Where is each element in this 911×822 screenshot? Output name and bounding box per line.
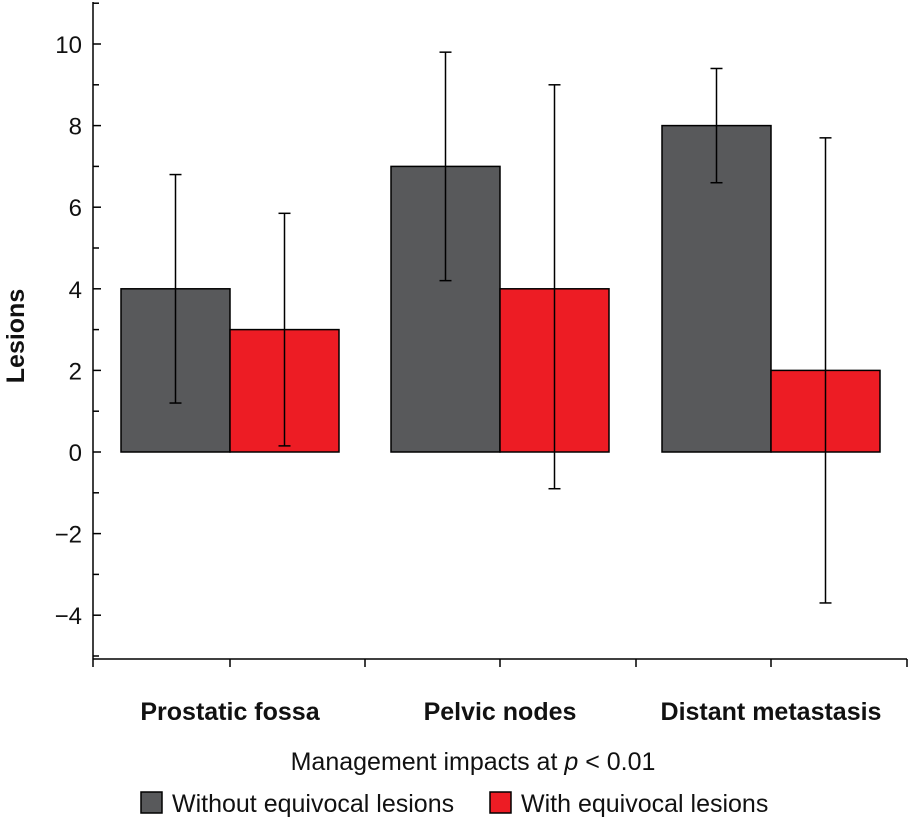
x-axis-title-prefix: Management impacts at [291,748,565,776]
bars [120,124,881,453]
y-tick-label: 10 [55,32,82,59]
x-category-label: Pelvic nodes [424,698,577,726]
y-tick-label: 2 [69,358,82,385]
x-category-label: Distant metastasis [661,698,882,726]
y-tick-label: −4 [55,603,82,630]
x-axis-title: Management impacts at p < 0.01 [291,748,656,776]
y-tick-label: 0 [69,440,82,467]
legend: Without equivocal lesions With equivocal… [140,790,768,818]
x-axis-title-variable: p [563,748,578,776]
x-axis-ticks [92,659,908,667]
y-axis-ticks [93,2,101,657]
y-axis-tick-labels: 10 8 6 4 2 0 −2 −4 [55,32,82,630]
y-tick-label: −2 [55,522,82,549]
error-bars [169,51,832,604]
legend-swatch-without-equivocal [140,791,163,814]
x-axis-title-suffix: < 0.01 [578,748,655,776]
y-tick-label: 6 [69,195,82,222]
x-axis-category-labels: Prostatic fossa Pelvic nodes Distant metas… [140,698,881,726]
legend-label-with-equivocal: With equivocal lesions [521,790,768,818]
y-tick-label: 4 [69,277,82,304]
legend-swatch-with-equivocal [489,791,512,814]
x-category-label: Prostatic fossa [140,698,320,726]
y-tick-label: 8 [69,114,82,141]
y-axis-title: Lesions [2,289,30,383]
legend-label-without-equivocal: Without equivocal lesions [172,790,454,818]
